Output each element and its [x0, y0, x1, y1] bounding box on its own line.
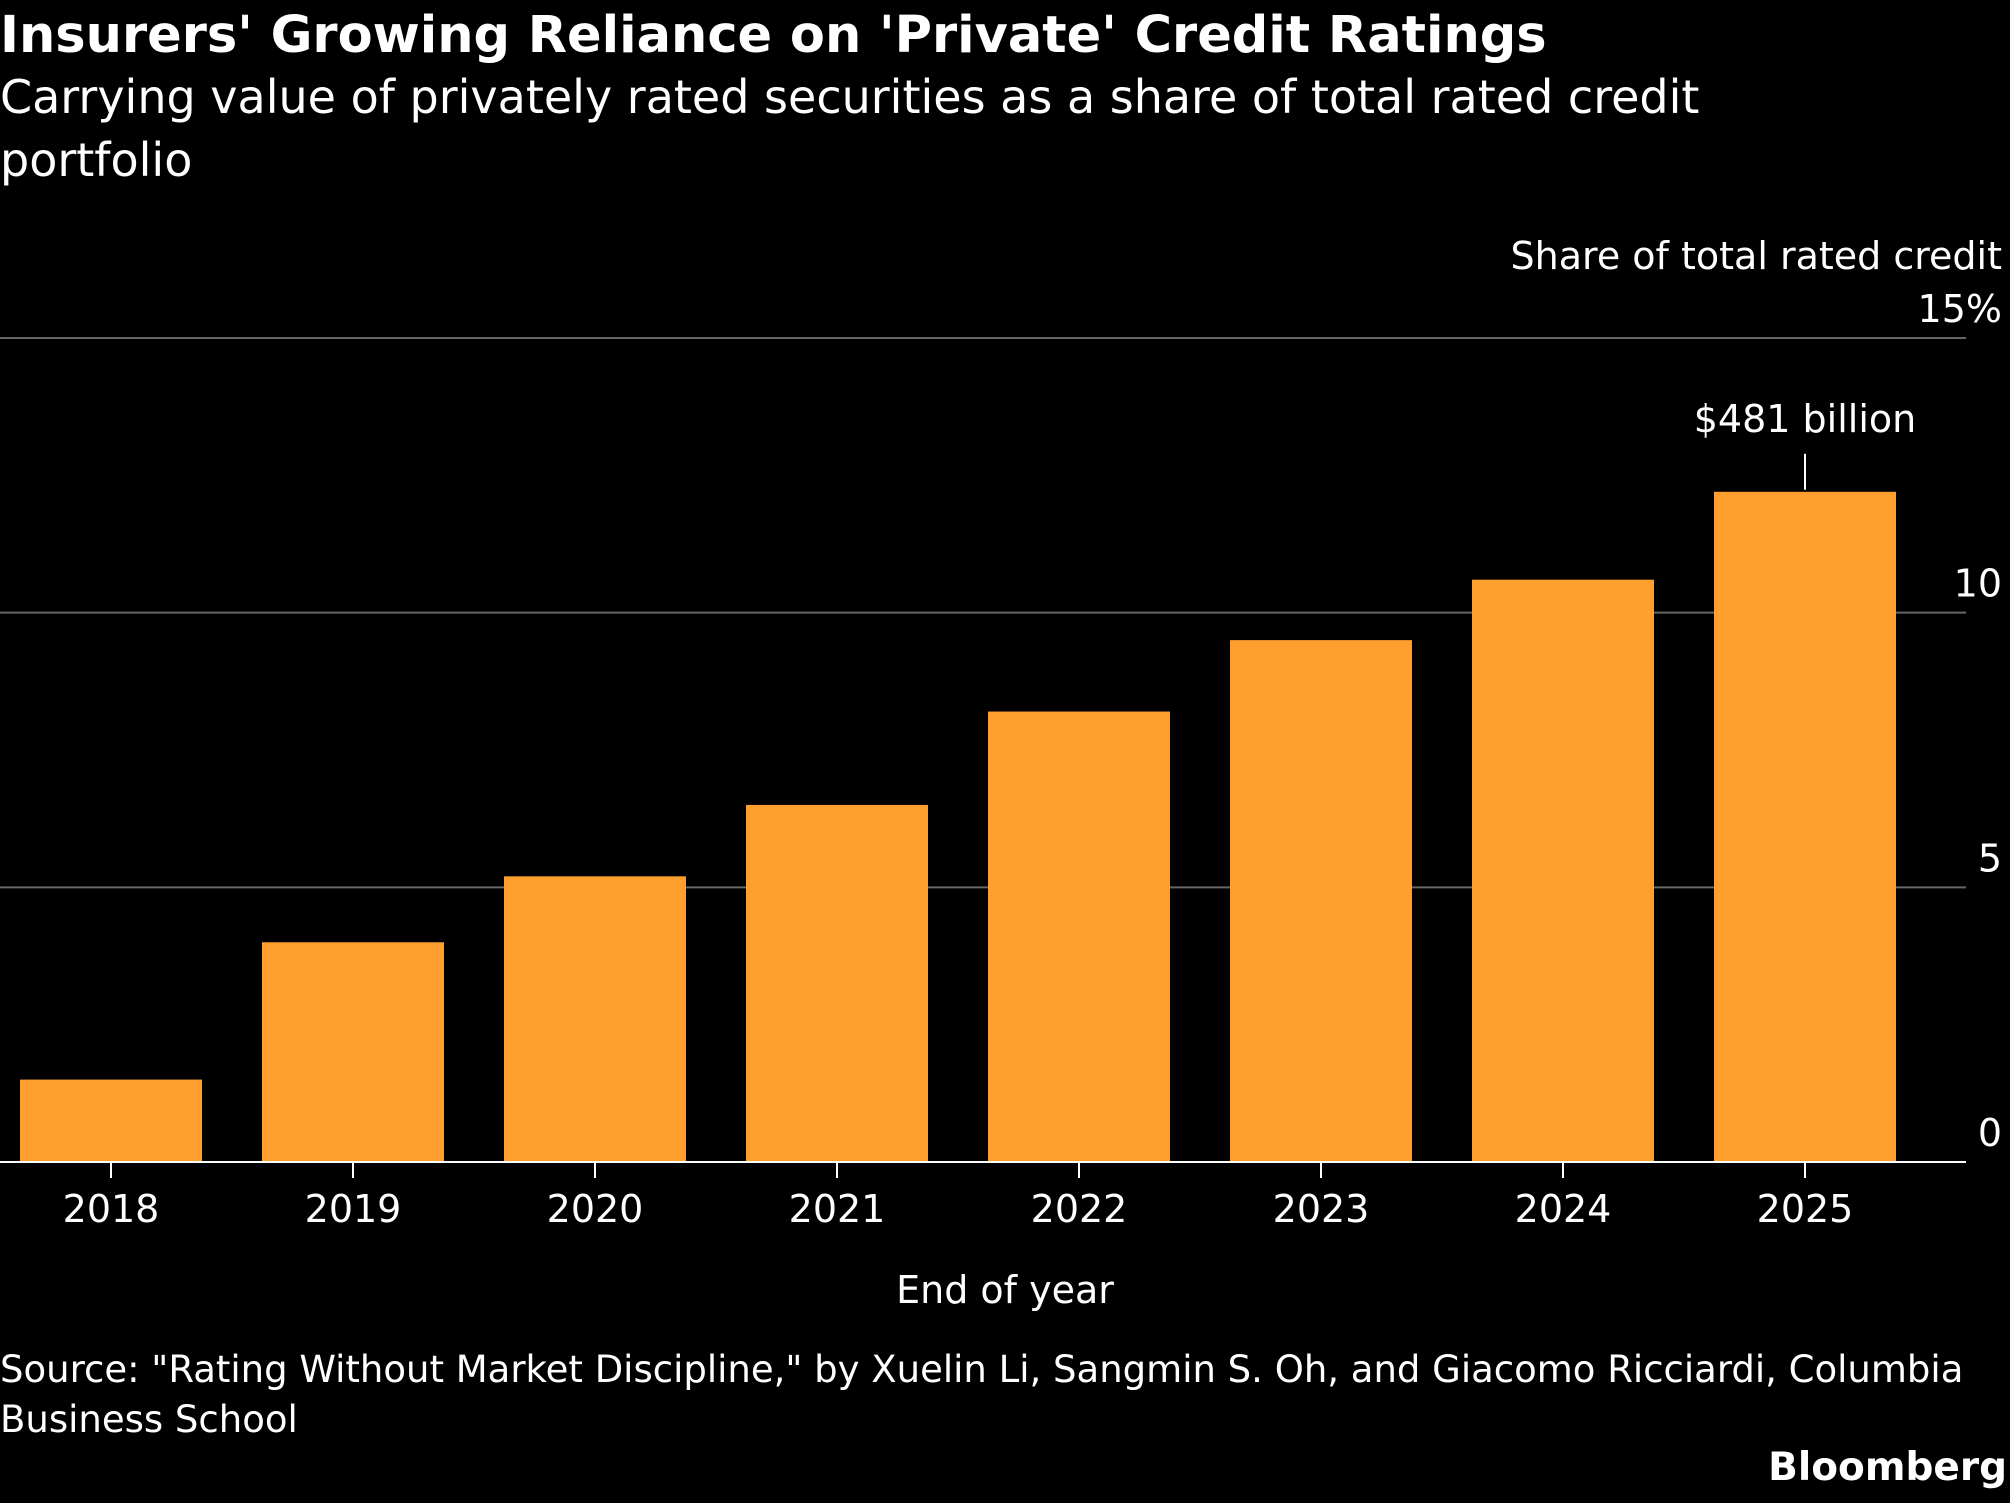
x-tick-label: 2023 — [1273, 1187, 1370, 1231]
bloomberg-logo: Bloomberg — [1768, 1445, 2007, 1490]
bar-2019 — [262, 942, 444, 1162]
x-tick-label: 2024 — [1515, 1187, 1612, 1231]
bar-2021 — [746, 804, 928, 1162]
gridlines — [0, 337, 1966, 889]
bar-2022 — [988, 711, 1170, 1162]
x-tick-label: 2021 — [789, 1187, 886, 1231]
y-axis-title: Share of total rated credit — [1511, 234, 2002, 278]
bar-2024 — [1472, 579, 1654, 1162]
x-tick-label: 2025 — [1757, 1187, 1854, 1231]
labels: Share of total rated credit End of year … — [63, 234, 2002, 1312]
chart-title: Insurers' Growing Reliance on 'Private' … — [0, 6, 1547, 65]
bar-2025 — [1714, 491, 1896, 1162]
x-tick-label: 2019 — [305, 1187, 402, 1231]
x-tick-label: 2022 — [1031, 1187, 1128, 1231]
annotation-label: $481 billion — [1694, 397, 1916, 441]
axes — [0, 1161, 1966, 1178]
bar-2023 — [1230, 640, 1412, 1162]
y-tick-label: 5 — [1978, 836, 2002, 880]
y-tick-label: 15% — [1918, 287, 2002, 331]
y-tick-label: 10 — [1954, 562, 2002, 606]
bar-2020 — [504, 876, 686, 1162]
chart-subtitle: Carrying value of privately rated securi… — [0, 70, 1700, 187]
y-tick-label: 0 — [1978, 1111, 2002, 1155]
x-tick-label: 2018 — [63, 1187, 160, 1231]
bar-2018 — [20, 1079, 202, 1162]
bars — [20, 491, 1896, 1162]
x-tick-label: 2020 — [547, 1187, 644, 1231]
x-axis-title: End of year — [896, 1268, 1114, 1312]
source-note: Source: "Rating Without Market Disciplin… — [0, 1348, 1964, 1441]
